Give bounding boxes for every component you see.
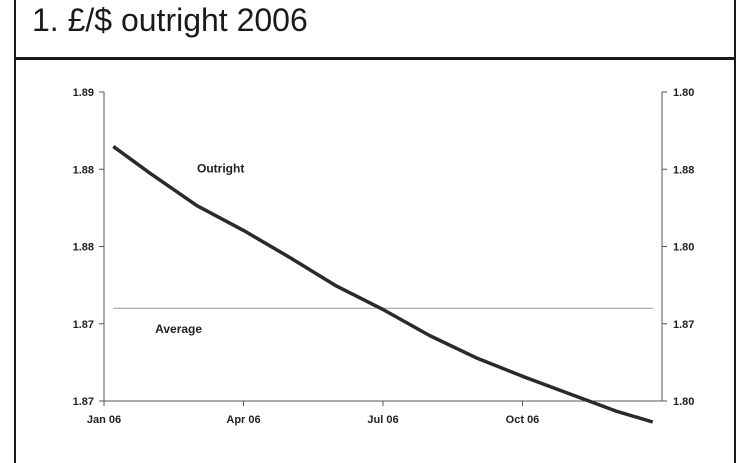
- x-tick-label: Jan 06: [87, 414, 121, 426]
- y-right-tick-label: 1.88: [673, 164, 694, 176]
- chart-title: 1. £/$ outright 2006: [32, 2, 308, 38]
- y-left-tick-label: 1.88: [73, 242, 94, 254]
- chart-frame: [14, 0, 736, 463]
- y-left-tick-label: 1.89: [73, 87, 94, 99]
- y-left-tick-label: 1.88: [73, 164, 94, 176]
- x-tick-label: Apr 06: [226, 414, 260, 426]
- y-right-tick-label: 1.80: [673, 87, 694, 99]
- x-tick-label: Jul 06: [367, 414, 398, 426]
- y-left-tick-label: 1.87: [73, 396, 94, 408]
- y-left-tick-label: 1.87: [73, 319, 94, 331]
- annotation-average: Average: [155, 322, 202, 336]
- y-right-tick-label: 1.80: [673, 396, 694, 408]
- y-right-tick-label: 1.80: [673, 242, 694, 254]
- series-line-outright: [112, 144, 654, 424]
- x-tick-label: Oct 06: [506, 414, 540, 426]
- annotation-outright: Outright: [197, 161, 244, 175]
- y-right-tick-label: 1.87: [673, 319, 694, 331]
